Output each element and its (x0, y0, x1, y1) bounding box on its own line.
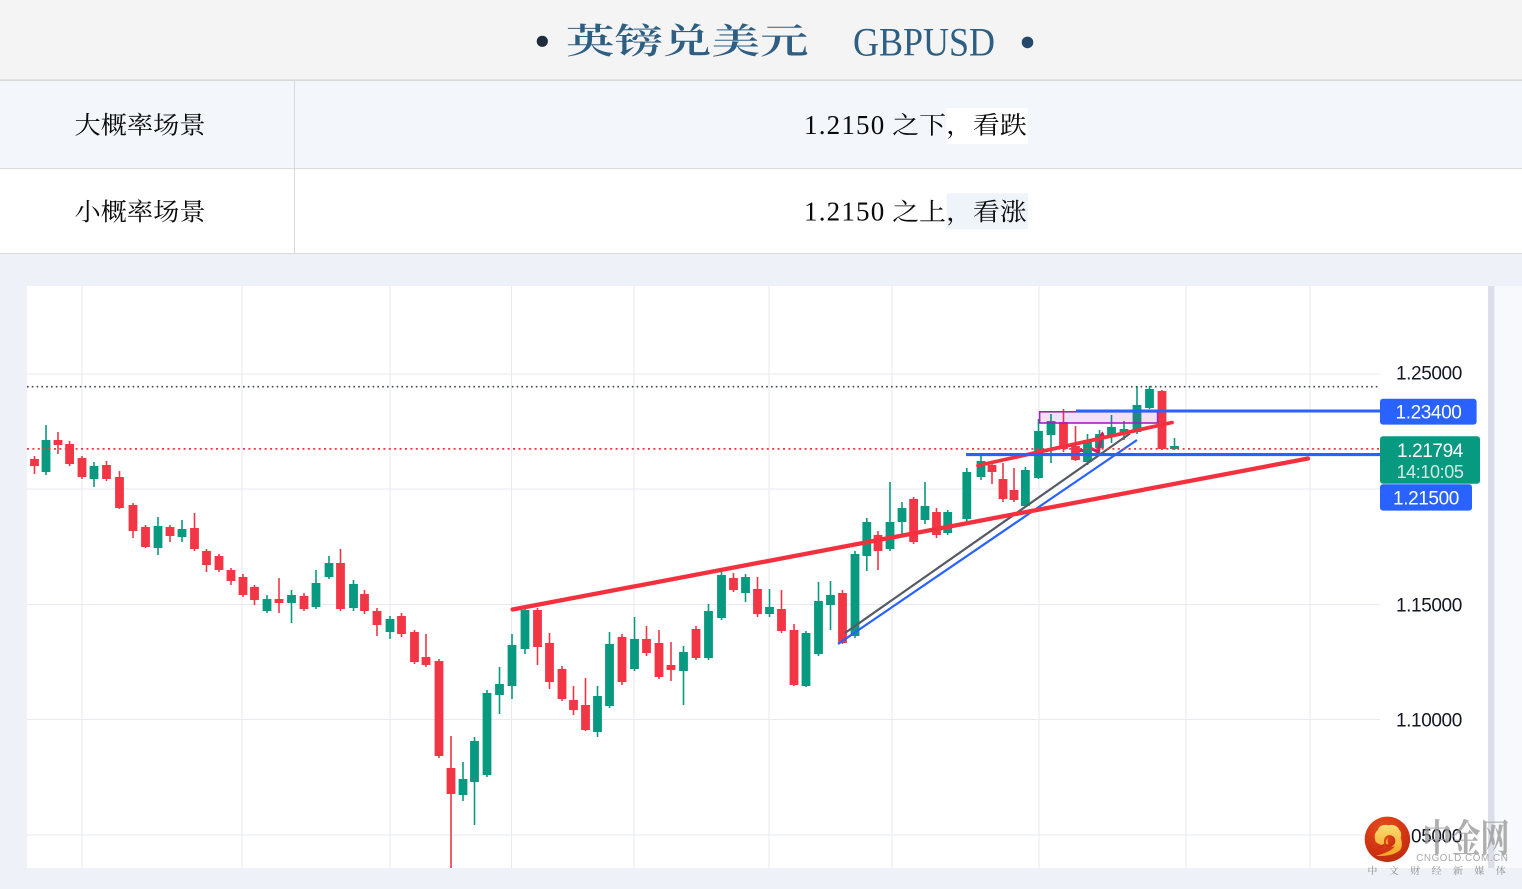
svg-text:1.15000: 1.15000 (1396, 595, 1462, 616)
svg-text:1.23400: 1.23400 (1396, 403, 1462, 424)
svg-text:GBPUSD: GBPUSD (853, 19, 995, 64)
svg-text:1.25000: 1.25000 (1396, 363, 1462, 384)
svg-text:14:10:05: 14:10:05 (1397, 462, 1464, 482)
svg-text:1.21794: 1.21794 (1397, 441, 1464, 462)
svg-text:1.21500: 1.21500 (1393, 489, 1459, 510)
svg-text:1.2150: 1.2150 (804, 197, 885, 227)
svg-text:1.10000: 1.10000 (1396, 710, 1462, 731)
svg-text:CNGOLD.COM.CN: CNGOLD.COM.CN (1416, 853, 1508, 864)
svg-text:1.2150: 1.2150 (804, 110, 885, 140)
